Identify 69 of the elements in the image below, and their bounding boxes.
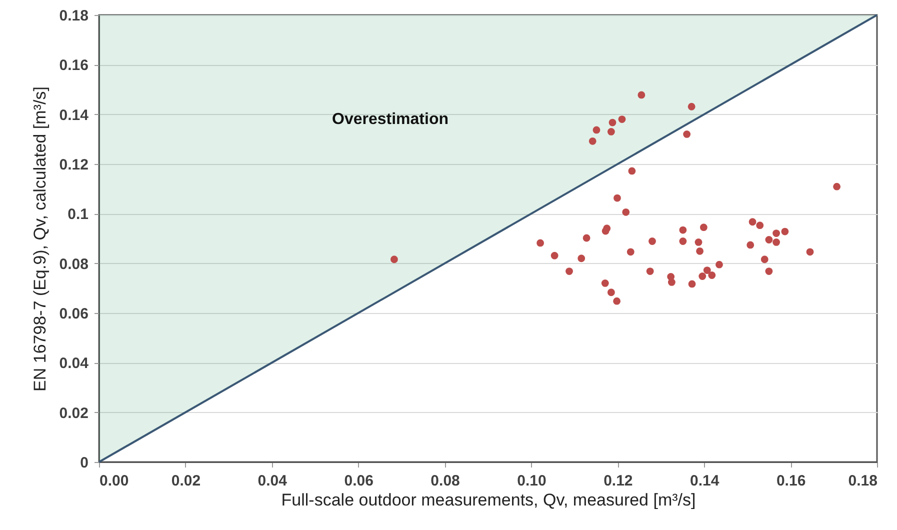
x-tick-label: 0.00 [100, 472, 129, 490]
x-tick-label: 0.08 [430, 472, 460, 490]
point [646, 268, 654, 275]
x-tick-label: 0.16 [776, 472, 806, 490]
point [614, 194, 621, 202]
point [772, 238, 780, 246]
point [668, 278, 676, 286]
point [698, 272, 706, 280]
x-tick-label: 0.10 [517, 472, 546, 490]
point [613, 297, 621, 305]
y-tick-label: 0.1 [68, 206, 88, 224]
y-tick-label: 0.06 [59, 306, 88, 322]
y-tick-label: 0.18 [59, 8, 88, 24]
point [607, 128, 615, 136]
x-axis-title: Full-scale outdoor measurements, Qv, measured [m³/s] [281, 490, 696, 510]
annotation: Overestimation [332, 111, 448, 128]
point [781, 228, 789, 236]
point [700, 224, 708, 232]
y-tick-label: 0.12 [59, 156, 88, 174]
y-tick-label: 0.08 [59, 256, 88, 273]
x-tick-label: 0.04 [258, 472, 288, 490]
point [588, 137, 596, 145]
x-tick-label: 0.14 [690, 472, 720, 490]
y-tick-label: 0.16 [59, 57, 88, 74]
point [765, 268, 773, 275]
point [716, 260, 723, 268]
point [688, 102, 696, 110]
point [607, 288, 615, 296]
x-tick-label: 0.12 [604, 472, 633, 490]
point [708, 272, 716, 279]
point [602, 227, 610, 235]
y-tick-label: 0.04 [59, 355, 90, 372]
point [703, 266, 711, 274]
point [683, 130, 691, 138]
point [578, 254, 586, 262]
point [772, 230, 780, 237]
point [679, 238, 687, 245]
point [626, 248, 634, 256]
point [806, 248, 814, 256]
point [648, 238, 656, 245]
point [679, 226, 687, 234]
point [608, 118, 616, 126]
point [748, 218, 756, 226]
point [550, 252, 558, 260]
point [566, 268, 573, 275]
x-tick-label: 0.18 [848, 472, 878, 490]
y-axis-title: EN 16798-7 (Eq.9), Qv, calculated [m³/s] [30, 86, 50, 392]
point [390, 256, 398, 264]
point [622, 208, 630, 216]
point [536, 239, 544, 247]
point [592, 126, 600, 134]
point [688, 280, 696, 288]
point [760, 256, 768, 264]
point [618, 116, 626, 123]
point [765, 236, 773, 244]
point [628, 167, 636, 175]
point [582, 234, 590, 242]
point [756, 222, 764, 230]
point [696, 247, 704, 255]
point [638, 91, 646, 99]
x-tick-label: 0.06 [344, 472, 374, 490]
x-tick-label: 0.02 [171, 472, 201, 490]
point [694, 238, 702, 246]
point [601, 280, 609, 287]
y-tick-label: 0.14 [59, 106, 90, 124]
y-tick-label: 0.02 [59, 404, 88, 422]
point [746, 241, 754, 249]
point [833, 182, 841, 190]
y-tick-label: 0 [80, 454, 88, 472]
